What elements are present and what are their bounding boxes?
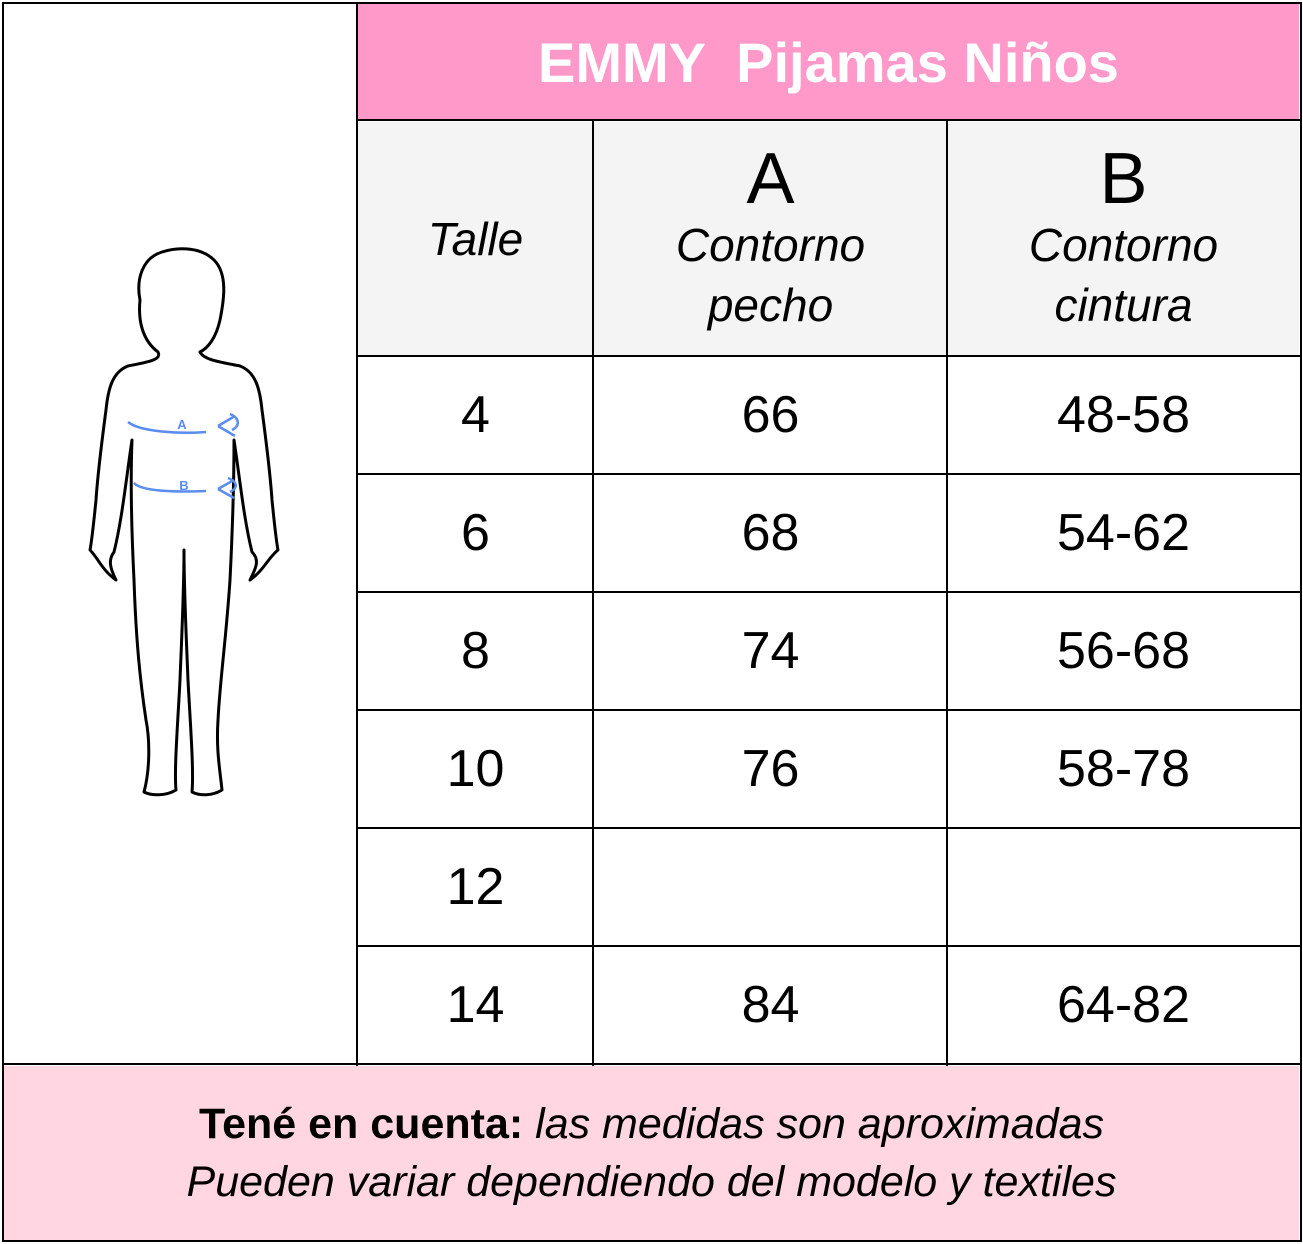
table-cell: 10 (446, 740, 505, 798)
divider (356, 355, 1301, 357)
figure-label-a: A (177, 417, 187, 432)
table-cell: 68 (741, 504, 800, 562)
divider (2, 1063, 1301, 1065)
table-cell: 84 (741, 976, 800, 1034)
divider (356, 2, 358, 1066)
row-divider (356, 473, 1301, 475)
footer-line1: las medidas son aproximadas (523, 1100, 1104, 1148)
divider (946, 120, 948, 1066)
row-divider (356, 945, 1301, 947)
table-cell: 64-82 (1057, 976, 1190, 1034)
footer-line2: Pueden variar dependiendo del modelo y t… (186, 1158, 1117, 1206)
header-talle-label: Talle (427, 213, 524, 265)
child-body-figure: A B (88, 247, 280, 797)
header-talle: Talle (358, 122, 593, 356)
table-cell: 6 (461, 504, 490, 562)
header-pecho: A Contorno pecho (594, 122, 947, 356)
table-cell: 56-68 (1057, 622, 1190, 680)
header-cintura: B Contorno cintura (948, 122, 1299, 356)
divider (592, 120, 594, 1066)
table-cell: 76 (741, 740, 800, 798)
row-divider (356, 827, 1301, 829)
table-cell: 12 (446, 858, 505, 916)
table-cell: 8 (461, 622, 490, 680)
figure-label-b: B (179, 478, 188, 493)
table-cell: 74 (741, 622, 800, 680)
header-line2: pecho (707, 279, 834, 331)
header-line1: Contorno (675, 219, 866, 271)
chart-title: EMMY Pijamas Niños (358, 4, 1299, 120)
table-cell (594, 829, 947, 945)
table-cell: 14 (446, 976, 505, 1034)
divider (356, 119, 1301, 121)
header-letter-a: A (746, 139, 795, 219)
table-cell: 58-78 (1057, 740, 1190, 798)
header-line1: Contorno (1028, 219, 1219, 271)
footer-bold: Tené en cuenta: (199, 1100, 524, 1148)
header-letter-b: B (1099, 139, 1148, 219)
row-divider (356, 709, 1301, 711)
table-cell: 48-58 (1057, 386, 1190, 444)
table-cell: 66 (741, 386, 800, 444)
table-cell: 54-62 (1057, 504, 1190, 562)
header-line2: cintura (1054, 279, 1193, 331)
table-cell: 4 (461, 386, 490, 444)
footer-note: Tené en cuenta: las medidas son aproxima… (4, 1066, 1299, 1240)
row-divider (356, 591, 1301, 593)
table-cell (948, 829, 1299, 945)
